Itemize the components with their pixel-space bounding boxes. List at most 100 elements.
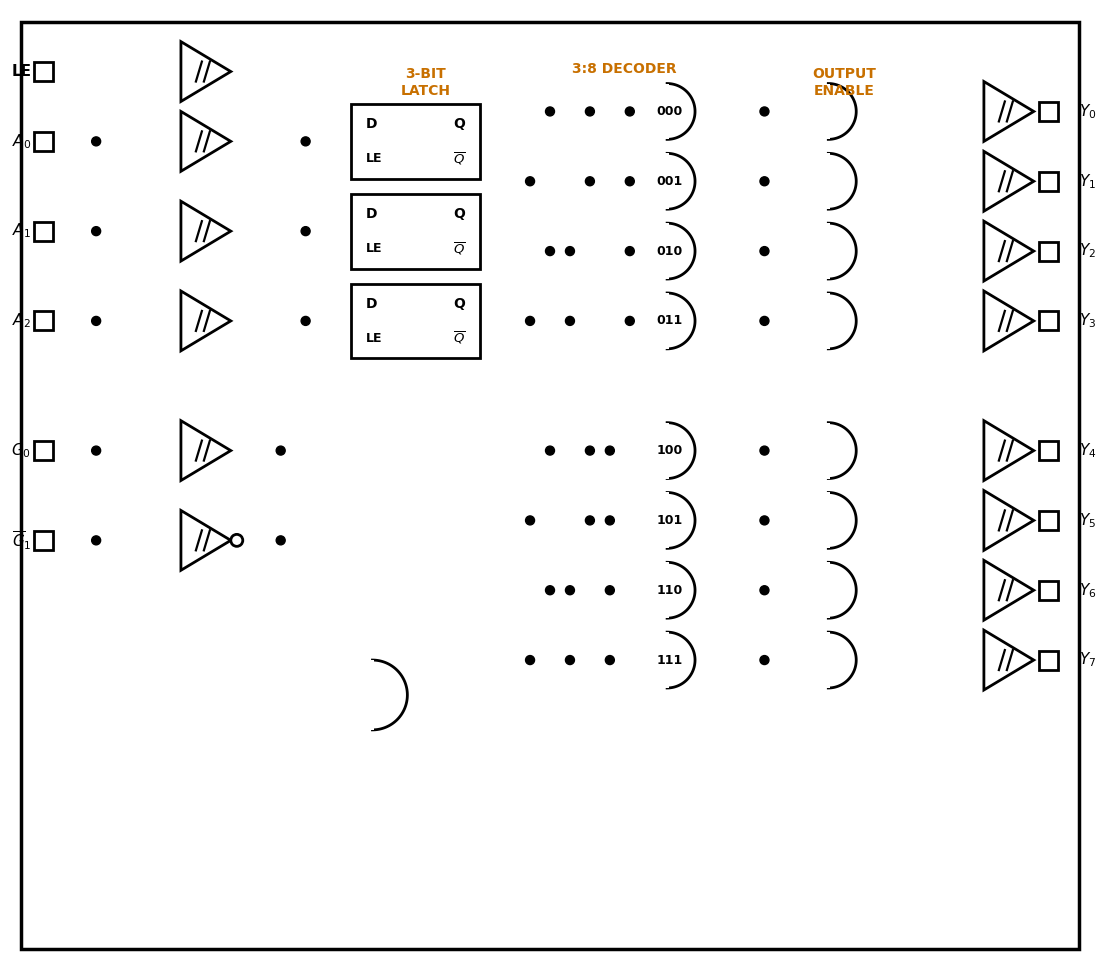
Polygon shape: [983, 560, 1034, 620]
Bar: [826, 293, 830, 349]
Text: LE: LE: [365, 242, 382, 254]
Bar: [34, 531, 53, 550]
Text: $G_0$: $G_0$: [11, 441, 31, 460]
Circle shape: [585, 177, 594, 185]
Text: $Y_7$: $Y_7$: [1079, 651, 1096, 669]
Bar: [826, 223, 830, 279]
Bar: [666, 153, 669, 209]
Text: $\overline{Q}$: $\overline{Q}$: [453, 240, 465, 256]
Circle shape: [605, 586, 614, 594]
Circle shape: [585, 107, 594, 116]
Text: $\overline{Q}$: $\overline{Q}$: [453, 151, 465, 167]
Circle shape: [760, 655, 769, 664]
Circle shape: [565, 586, 574, 594]
Circle shape: [546, 446, 554, 455]
Text: 010: 010: [657, 245, 683, 257]
Text: $Y_1$: $Y_1$: [1079, 172, 1096, 190]
Bar: [826, 84, 830, 140]
Bar: [371, 660, 374, 730]
Circle shape: [91, 317, 100, 325]
Bar: [666, 223, 669, 279]
Circle shape: [301, 226, 310, 236]
Text: Q: Q: [453, 207, 465, 221]
Polygon shape: [180, 511, 231, 570]
Bar: [739, 42, 949, 780]
Bar: [1040, 172, 1058, 190]
Bar: [826, 422, 830, 479]
Polygon shape: [983, 630, 1034, 690]
Text: D: D: [365, 117, 377, 131]
Bar: [1040, 312, 1058, 330]
Polygon shape: [983, 221, 1034, 281]
Circle shape: [760, 586, 769, 594]
Text: 111: 111: [657, 653, 683, 666]
Circle shape: [546, 247, 554, 255]
Circle shape: [760, 107, 769, 116]
Circle shape: [605, 655, 614, 664]
Circle shape: [625, 317, 635, 325]
Polygon shape: [983, 490, 1034, 551]
Circle shape: [276, 536, 285, 545]
Text: OUTPUT
ENABLE: OUTPUT ENABLE: [812, 67, 877, 98]
Circle shape: [526, 317, 535, 325]
Text: 101: 101: [657, 514, 683, 527]
Circle shape: [625, 107, 635, 116]
Circle shape: [625, 177, 635, 185]
Circle shape: [605, 446, 614, 455]
Bar: [666, 562, 669, 619]
Text: 110: 110: [657, 584, 683, 597]
Bar: [34, 62, 53, 81]
Circle shape: [760, 177, 769, 185]
Bar: [826, 492, 830, 549]
Bar: [1040, 102, 1058, 121]
Text: 3-BIT
LATCH: 3-BIT LATCH: [400, 67, 450, 98]
Circle shape: [91, 137, 100, 146]
Text: $A_0$: $A_0$: [12, 132, 31, 151]
Bar: [351, 104, 481, 179]
Circle shape: [526, 516, 535, 525]
Text: D: D: [365, 297, 377, 311]
Text: $A_2$: $A_2$: [12, 312, 31, 330]
Polygon shape: [180, 420, 231, 481]
Circle shape: [91, 226, 100, 236]
Polygon shape: [180, 42, 231, 102]
Circle shape: [301, 137, 310, 146]
Bar: [666, 632, 669, 688]
Text: $Y_2$: $Y_2$: [1079, 242, 1096, 260]
Circle shape: [760, 317, 769, 325]
Bar: [826, 562, 830, 619]
Circle shape: [585, 516, 594, 525]
Polygon shape: [180, 201, 231, 261]
Circle shape: [760, 446, 769, 455]
Circle shape: [231, 534, 243, 547]
Text: $\overline{G}_1$: $\overline{G}_1$: [12, 529, 31, 552]
Circle shape: [546, 586, 554, 594]
Text: $Y_4$: $Y_4$: [1079, 441, 1096, 460]
Text: 011: 011: [657, 315, 683, 327]
Polygon shape: [983, 420, 1034, 481]
Bar: [666, 422, 669, 479]
Text: 001: 001: [657, 175, 683, 187]
Bar: [826, 153, 830, 209]
Text: Q: Q: [453, 117, 465, 131]
Text: $Y_3$: $Y_3$: [1079, 312, 1096, 330]
Circle shape: [605, 516, 614, 525]
Bar: [1040, 511, 1058, 530]
Bar: [34, 312, 53, 330]
Polygon shape: [983, 151, 1034, 212]
Circle shape: [565, 247, 574, 255]
Bar: [826, 632, 830, 688]
Circle shape: [91, 446, 100, 455]
Bar: [351, 194, 481, 269]
Circle shape: [526, 655, 535, 664]
Polygon shape: [983, 82, 1034, 142]
Polygon shape: [983, 291, 1034, 351]
Circle shape: [546, 107, 554, 116]
Text: $Y_6$: $Y_6$: [1079, 581, 1096, 599]
Polygon shape: [180, 291, 231, 351]
Bar: [1040, 581, 1058, 600]
Text: 3:8 DECODER: 3:8 DECODER: [572, 61, 678, 76]
Bar: [666, 293, 669, 349]
Circle shape: [276, 446, 285, 455]
Bar: [1040, 441, 1058, 460]
